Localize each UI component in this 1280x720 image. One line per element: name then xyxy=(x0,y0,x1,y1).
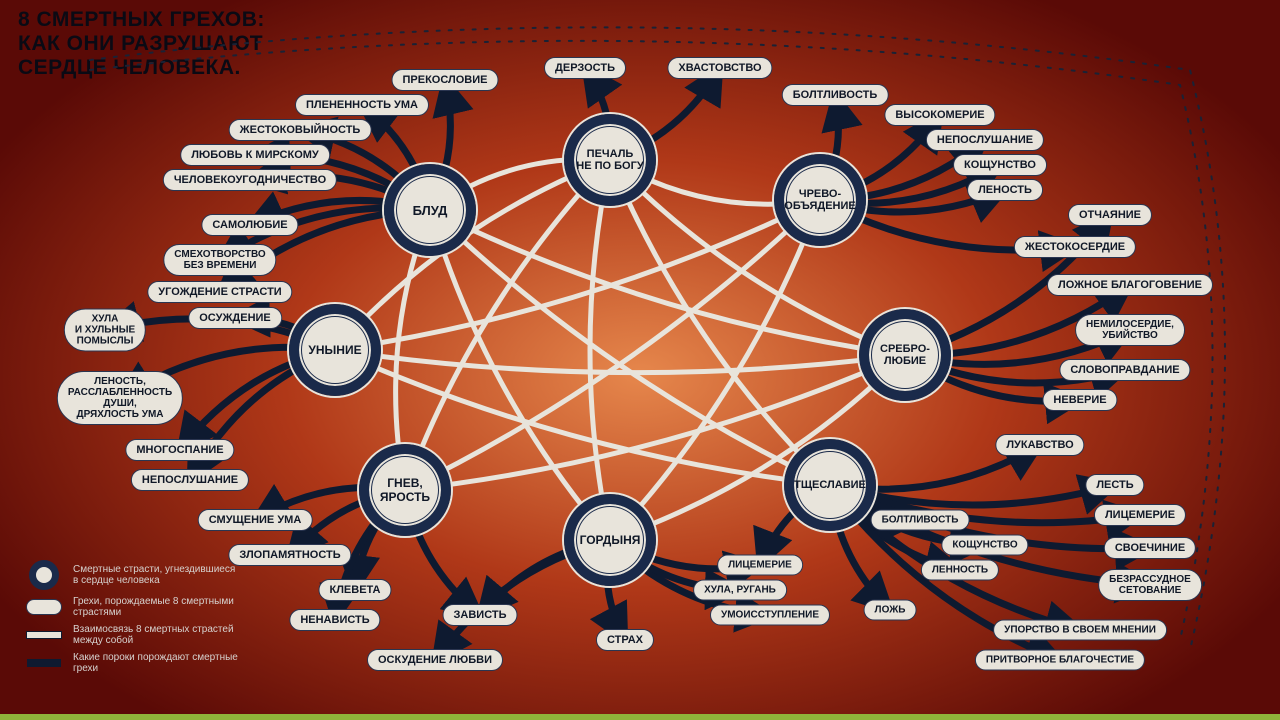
legend-text-1: Грехи, порождаемые 8 смертными страстями xyxy=(73,596,243,618)
sin-srebro: СРЕБРО- ЛЮБИЕ xyxy=(859,309,951,401)
vice-strah: СТРАХ xyxy=(596,629,654,651)
vice-derzost: ДЕРЗОСТЬ xyxy=(544,57,626,79)
vice-ugozhdenie: УГОЖДЕНИЕ СТРАСТИ xyxy=(147,281,292,303)
vice-hvastvo: ХВАСТОВСТВО xyxy=(667,57,772,79)
vice-nemiloserd: НЕМИЛОСЕРДИЕ, УБИЙСТВО xyxy=(1075,314,1185,346)
edge-pechal-gordynya xyxy=(590,160,610,540)
vice-osuzhdenie: ОСУЖДЕНИЕ xyxy=(188,307,282,329)
vice-smeh: СМЕХОТВОРСТВО БЕЗ ВРЕМЕНИ xyxy=(163,244,276,276)
vice-zlopamyat: ЗЛОПАМЯТНОСТЬ xyxy=(228,544,351,566)
vice-lenost-dush: ЛЕНОСТЬ, РАССЛАБЛЕННОСТЬ ДУШИ, ДРЯХЛОСТЬ… xyxy=(57,371,183,425)
vice-plen-uma: ПЛЕНЕННОСТЬ УМА xyxy=(295,94,429,116)
vice-chelovekougod: ЧЕЛОВЕКОУГОДНИЧЕСТВО xyxy=(163,169,337,191)
edge-blud-tschesl xyxy=(430,210,830,485)
vice-oskudenie: ОСКУДЕНИЕ ЛЮБВИ xyxy=(367,649,503,671)
vice-lozhn-blag: ЛОЖНОЕ БЛАГОГОВЕНИЕ xyxy=(1047,274,1213,296)
diagram-canvas: 8 СМЕРТНЫХ ГРЕХОВ: КАК ОНИ РАЗРУШАЮТ СЕР… xyxy=(0,0,1280,720)
edge-unynie-srebro xyxy=(335,350,905,373)
vice-svoechinie: СВОЕЧИНИЕ xyxy=(1104,537,1196,559)
legend-row-0: Смертные страсти, угнездившиеся в сердце… xyxy=(25,560,243,590)
edge-pechal-unynie xyxy=(335,160,610,350)
sin-gordynya: ГОРДЫНЯ xyxy=(564,494,656,586)
sin-gnev: ГНЕВ, ЯРОСТЬ xyxy=(359,444,451,536)
vice-kleveta: КЛЕВЕТА xyxy=(318,579,391,601)
sin-chrevo: ЧРЕВО- ОБЪЯДЕНИЕ xyxy=(774,154,866,246)
vice-hula-rugan: ХУЛА, РУГАНЬ xyxy=(693,580,787,601)
vice-lennost: ЛЕННОСТЬ xyxy=(921,560,999,581)
vice-smushenie: СМУЩЕНИЕ УМА xyxy=(198,509,313,531)
vice-zhestokovyj: ЖЕСТОКОВЫЙНОСТЬ xyxy=(229,119,372,141)
vice-lukavstvo: ЛУКАВСТВО xyxy=(995,434,1084,456)
legend-text-3: Какие пороки порождают смертные грехи xyxy=(73,652,243,674)
vice-lyub-mirsk: ЛЮБОВЬ К МИРСКОМУ xyxy=(180,144,330,166)
vice-neposlush2: НЕПОСЛУШАНИЕ xyxy=(131,469,249,491)
vice-zavist: ЗАВИСТЬ xyxy=(443,604,518,626)
sin-tschesl: ТЩЕСЛАВИЕ xyxy=(784,439,876,531)
vice-bezrassud: БЕЗРАССУДНОЕ СЕТОВАНИЕ xyxy=(1098,569,1202,601)
sin-blud: БЛУД xyxy=(384,164,476,256)
footer-accent-bar xyxy=(0,714,1280,720)
sin-unynie: УНЫНИЕ xyxy=(289,304,381,396)
legend-row-2: Взаимосвязь 8 смертных страстей между со… xyxy=(25,624,243,646)
legend-text-2: Взаимосвязь 8 смертных страстей между со… xyxy=(73,624,243,646)
vice-zhestokoserd: ЖЕСТОКОСЕРДИЕ xyxy=(1014,236,1136,258)
vice-vysokomerie: ВЫСОКОМЕРИЕ xyxy=(884,104,995,126)
vice-lest: ЛЕСТЬ xyxy=(1085,474,1144,496)
vice-neverie: НЕВЕРИЕ xyxy=(1042,389,1117,411)
vice-mnogospan: МНОГОСПАНИЕ xyxy=(125,439,234,461)
vice-hula: ХУЛА И ХУЛЬНЫЕ ПОМЫСЛЫ xyxy=(64,309,146,352)
vice-licemerie2: ЛИЦЕМЕРИЕ xyxy=(717,555,803,576)
vice-lenost1: ЛЕНОСТЬ xyxy=(967,179,1043,201)
legend: Смертные страсти, угнездившиеся в сердце… xyxy=(25,554,243,680)
vice-samolyubie: САМОЛЮБИЕ xyxy=(201,214,298,236)
legend-text-0: Смертные страсти, угнездившиеся в сердце… xyxy=(73,564,243,586)
edge-blud-gordynya xyxy=(430,210,610,540)
vice-licemerie1: ЛИЦЕМЕРИЕ xyxy=(1094,504,1186,526)
vice-nenavist: НЕНАВИСТЬ xyxy=(289,609,380,631)
vice-koshunstvo1: КОЩУНСТВО xyxy=(953,154,1047,176)
legend-row-3: Какие пороки порождают смертные грехи xyxy=(25,652,243,674)
vice-koshunstvo2: КОЩУНСТВО xyxy=(941,535,1028,556)
vice-prekoslovie: ПРЕКОСЛОВИЕ xyxy=(392,69,499,91)
sin-pechal: ПЕЧАЛЬ НЕ ПО БОГУ xyxy=(564,114,656,206)
vice-lozh: ЛОЖЬ xyxy=(864,600,917,621)
vice-boltlivost2: БОЛТЛИВОСТЬ xyxy=(871,510,970,531)
vice-pritvor: ПРИТВОРНОЕ БЛАГОЧЕСТИЕ xyxy=(975,650,1145,671)
title: 8 СМЕРТНЫХ ГРЕХОВ: КАК ОНИ РАЗРУШАЮТ СЕР… xyxy=(18,8,265,80)
edge-gnev-chrevo xyxy=(405,200,820,490)
vice-neposlush1: НЕПОСЛУШАНИЕ xyxy=(926,129,1044,151)
vice-slovopravd: СЛОВОПРАВДАНИЕ xyxy=(1059,359,1190,381)
vice-boltlivost1: БОЛТЛИВОСТЬ xyxy=(782,84,889,106)
legend-row-1: Грехи, порождаемые 8 смертными страстями xyxy=(25,596,243,618)
vice-uporstvo: УПОРСТВО В СВОЕМ МНЕНИИ xyxy=(993,620,1167,641)
vice-otchayanie: ОТЧАЯНИЕ xyxy=(1068,204,1152,226)
vice-umoisstupl: УМОИССТУПЛЕНИЕ xyxy=(710,605,830,626)
